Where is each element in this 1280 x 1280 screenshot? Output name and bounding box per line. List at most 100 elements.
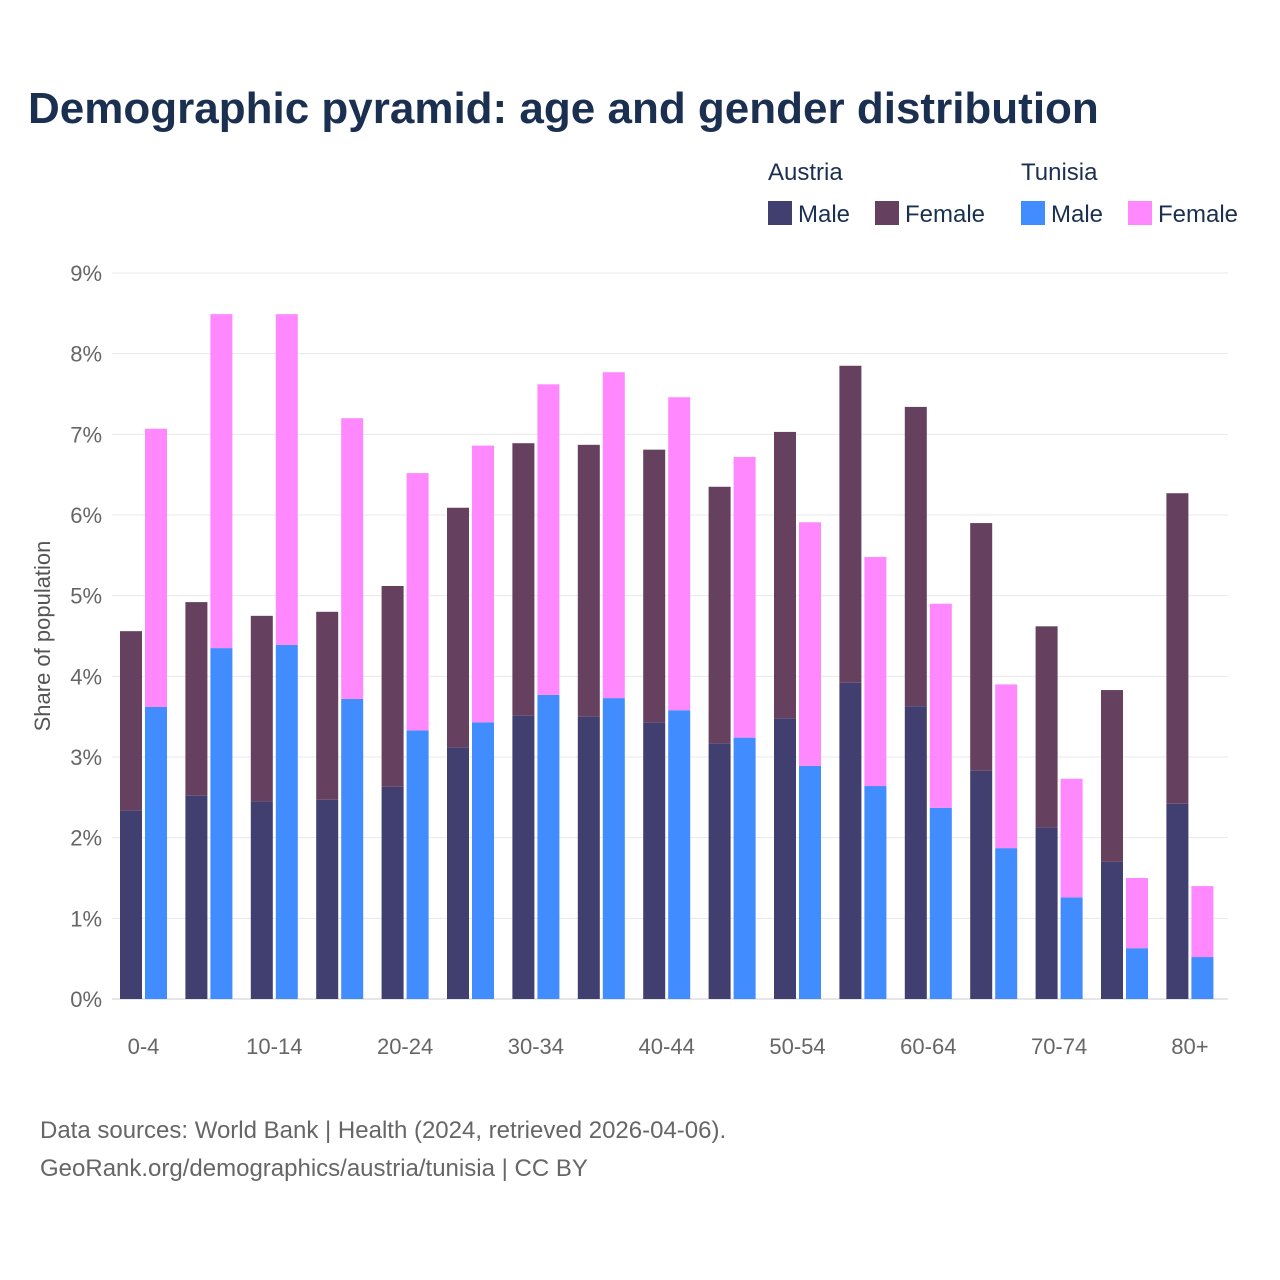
bar-austria-female	[577, 444, 600, 717]
bar-austria-male	[381, 786, 404, 999]
bar-tunisia-male	[406, 730, 429, 999]
legend-swatch	[1021, 201, 1045, 225]
bar-austria-female	[381, 585, 404, 787]
bar-tunisia-male	[275, 644, 298, 999]
legend-label: Female	[1158, 201, 1238, 228]
bar-austria-male	[1035, 827, 1058, 999]
bar-tunisia-male	[210, 648, 233, 999]
bar-austria-female	[904, 406, 927, 707]
bar-austria-male	[447, 747, 469, 999]
x-tick-label: 0-4	[128, 1034, 160, 1059]
bar-austria-male	[577, 716, 600, 999]
bar-austria-male	[316, 799, 339, 999]
bar-tunisia-female	[275, 314, 298, 645]
bar-tunisia-male	[995, 848, 1018, 999]
y-tick-label: 0%	[70, 987, 102, 1012]
bar-austria-male	[185, 795, 208, 999]
bar-tunisia-male	[1060, 897, 1083, 999]
bar-tunisia-female	[341, 418, 364, 699]
bar-tunisia-female	[995, 684, 1018, 849]
bar-austria-female	[316, 611, 339, 800]
bar-tunisia-male	[1126, 948, 1148, 999]
source-url: GeoRank.org/demographics/austria/tunisia…	[40, 1155, 588, 1182]
y-tick-label: 9%	[70, 261, 102, 286]
legend-swatch	[768, 201, 792, 225]
bar-austria-female	[643, 449, 666, 723]
x-tick-label: 20-24	[377, 1034, 433, 1059]
x-tick-label: 30-34	[508, 1034, 564, 1059]
y-tick-label: 5%	[70, 584, 102, 609]
y-tick-label: 8%	[70, 342, 102, 367]
bar-tunisia-male	[733, 737, 756, 999]
bar-tunisia-female	[929, 603, 952, 808]
bar-tunisia-female	[864, 556, 887, 787]
bar-tunisia-male	[537, 694, 560, 999]
bar-tunisia-female	[472, 445, 494, 723]
bar-tunisia-female	[733, 456, 756, 738]
bar-austria-female	[1166, 493, 1189, 804]
bar-tunisia-male	[341, 698, 364, 999]
bar-tunisia-female	[668, 397, 691, 711]
x-tick-label: 40-44	[639, 1034, 695, 1059]
bar-tunisia-male	[799, 765, 821, 999]
legend-label: Male	[798, 201, 850, 228]
y-axis-label: Share of population	[30, 541, 55, 732]
bar-austria-male	[774, 718, 796, 999]
chart-title: Demographic pyramid: age and gender dist…	[28, 84, 1099, 133]
bar-austria-female	[512, 443, 535, 716]
y-tick-label: 1%	[70, 906, 102, 931]
bar-tunisia-female	[602, 372, 625, 699]
bar-tunisia-male	[864, 786, 887, 999]
bar-tunisia-male	[929, 807, 952, 999]
bar-tunisia-female	[210, 314, 233, 649]
bar-austria-female	[1035, 626, 1058, 828]
bar-tunisia-female	[1191, 886, 1214, 958]
y-tick-label: 3%	[70, 745, 102, 770]
bar-austria-female	[120, 631, 142, 811]
legend-label: Female	[905, 201, 985, 228]
legend-group-title: Tunisia	[1021, 159, 1098, 186]
bar-tunisia-male	[472, 722, 494, 999]
bar-austria-female	[185, 602, 208, 796]
bar-tunisia-male	[602, 698, 625, 999]
x-tick-label: 60-64	[900, 1034, 956, 1059]
bar-austria-male	[1101, 861, 1123, 999]
bar-tunisia-female	[537, 384, 560, 695]
bar-tunisia-female	[145, 428, 167, 707]
bar-austria-male	[1166, 803, 1189, 999]
bar-austria-female	[447, 507, 469, 748]
legend-swatch	[875, 201, 899, 225]
bar-tunisia-female	[799, 522, 821, 766]
x-tick-label: 50-54	[769, 1034, 825, 1059]
x-tick-label: 80+	[1171, 1034, 1208, 1059]
bar-austria-male	[904, 706, 927, 999]
bar-tunisia-female	[1060, 778, 1083, 898]
y-tick-label: 7%	[70, 422, 102, 447]
bar-austria-male	[970, 770, 993, 999]
y-tick-label: 6%	[70, 503, 102, 528]
y-tick-label: 4%	[70, 664, 102, 689]
y-tick-label: 2%	[70, 826, 102, 851]
bar-austria-male	[839, 682, 862, 999]
bar-austria-female	[250, 615, 273, 802]
source-text: Data sources: World Bank | Health (2024,…	[40, 1117, 727, 1144]
bar-austria-female	[839, 365, 862, 683]
bar-austria-male	[120, 810, 142, 999]
x-tick-label: 10-14	[246, 1034, 302, 1059]
bar-tunisia-male	[145, 706, 167, 999]
bar-austria-male	[250, 801, 273, 999]
bar-austria-male	[708, 743, 731, 999]
x-tick-label: 70-74	[1031, 1034, 1087, 1059]
legend-label: Male	[1051, 201, 1103, 228]
bar-tunisia-female	[406, 473, 429, 731]
bar-austria-female	[1101, 690, 1123, 862]
bar-austria-male	[512, 715, 535, 999]
bar-austria-female	[774, 431, 796, 719]
bar-austria-male	[643, 722, 666, 999]
bar-tunisia-male	[1191, 957, 1214, 999]
legend-swatch	[1128, 201, 1152, 225]
legend-group-title: Austria	[768, 159, 843, 186]
bar-austria-female	[970, 523, 993, 771]
bar-austria-female	[708, 486, 731, 744]
